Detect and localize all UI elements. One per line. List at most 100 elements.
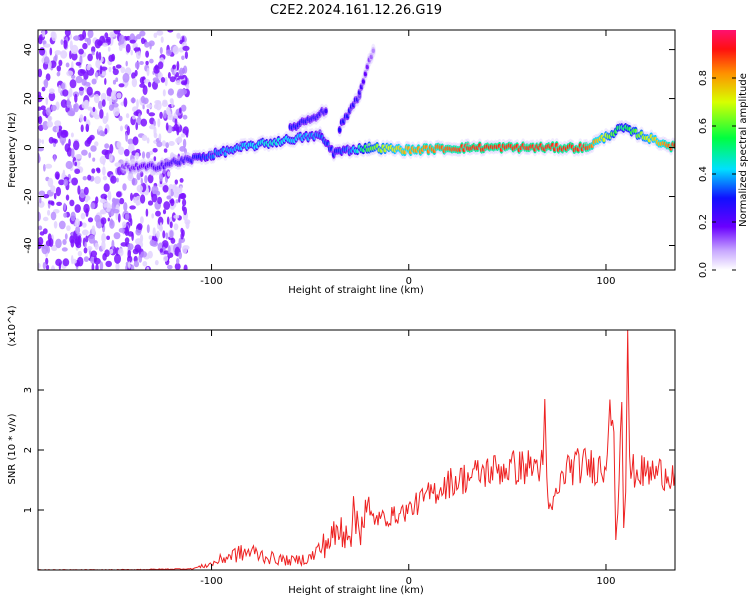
noise-speckle bbox=[48, 91, 56, 102]
noise-speckle bbox=[56, 65, 61, 72]
noise-speckle bbox=[113, 30, 121, 35]
noise-speckle bbox=[54, 171, 60, 180]
noise-speckle bbox=[91, 168, 96, 174]
noise-speckle bbox=[162, 230, 166, 239]
noise-speckle bbox=[60, 39, 64, 45]
noise-speckle bbox=[56, 71, 61, 77]
noise-speckle bbox=[156, 30, 164, 36]
noise-speckle bbox=[124, 149, 130, 157]
noise-speckle bbox=[108, 66, 112, 73]
noise-speckle bbox=[167, 30, 174, 33]
noise-speckle bbox=[118, 83, 125, 88]
noise-speckle bbox=[87, 246, 93, 251]
noise-speckle bbox=[115, 64, 122, 69]
feature-core bbox=[365, 64, 369, 70]
noise-speckle bbox=[159, 222, 163, 231]
noise-speckle bbox=[153, 120, 156, 127]
noise-speckle bbox=[38, 68, 43, 78]
feature-core bbox=[359, 84, 363, 90]
noise-speckle bbox=[157, 118, 161, 128]
noise-speckle bbox=[55, 258, 62, 266]
noise-speckle bbox=[149, 43, 152, 50]
noise-speckle bbox=[175, 80, 182, 86]
noise-speckle bbox=[183, 264, 188, 270]
noise-speckle bbox=[106, 36, 111, 43]
noise-speckle bbox=[116, 177, 119, 183]
noise-speckle bbox=[74, 204, 81, 213]
noise-speckle bbox=[140, 194, 146, 204]
noise-speckle bbox=[113, 232, 121, 240]
noise-speckle bbox=[77, 250, 83, 257]
noise-speckle bbox=[174, 118, 178, 126]
noise-speckle bbox=[174, 262, 181, 270]
noise-speckle bbox=[80, 212, 86, 220]
noise-speckle bbox=[173, 223, 179, 231]
noise-speckle bbox=[47, 177, 54, 188]
noise-speckle bbox=[179, 178, 184, 183]
noise-speckle bbox=[159, 47, 163, 55]
y-tick-label: 20 bbox=[23, 92, 34, 105]
noise-speckle bbox=[74, 161, 78, 167]
feature-core bbox=[223, 151, 227, 157]
noise-speckle bbox=[138, 254, 143, 263]
noise-speckle bbox=[167, 245, 171, 254]
noise-speckle bbox=[88, 152, 92, 159]
noise-speckle bbox=[54, 120, 62, 127]
noise-speckle bbox=[120, 125, 123, 132]
noise-speckle bbox=[153, 132, 158, 139]
x-tick-label: -100 bbox=[200, 276, 223, 287]
noise-speckle bbox=[141, 134, 148, 141]
noise-speckle bbox=[163, 255, 169, 262]
noise-speckle bbox=[147, 174, 154, 184]
noise-speckle bbox=[102, 42, 108, 47]
noise-speckle bbox=[87, 53, 93, 62]
noise-speckle bbox=[154, 64, 159, 71]
noise-speckle bbox=[42, 262, 47, 270]
noise-speckle bbox=[127, 255, 133, 263]
noise-speckle bbox=[109, 143, 114, 154]
noise-speckle bbox=[87, 106, 93, 111]
noise-speckle bbox=[58, 220, 66, 230]
noise-speckle bbox=[48, 88, 55, 94]
noise-speckle bbox=[76, 242, 82, 249]
noise-speckle bbox=[73, 35, 80, 41]
noise-speckle bbox=[130, 264, 135, 270]
noise-speckle bbox=[157, 196, 163, 205]
noise-speckle bbox=[125, 43, 131, 53]
noise-speckle bbox=[84, 99, 90, 108]
noise-speckle bbox=[173, 123, 179, 132]
x-tick-label: 100 bbox=[596, 576, 615, 587]
snr-y-ticks: 1 2 3 bbox=[23, 387, 675, 513]
noise-speckle bbox=[144, 175, 148, 184]
noise-speckle bbox=[146, 104, 153, 109]
noise-speckle bbox=[134, 244, 142, 253]
noise-speckle bbox=[118, 44, 123, 52]
noise-speckle bbox=[47, 115, 53, 122]
noise-speckle bbox=[56, 124, 59, 133]
noise-speckle bbox=[118, 227, 125, 233]
noise-speckle bbox=[184, 51, 188, 60]
feature-core bbox=[361, 79, 365, 84]
noise-speckle bbox=[91, 263, 95, 270]
noise-speckle bbox=[53, 138, 58, 144]
noise-speckle bbox=[109, 98, 113, 107]
noise-speckle bbox=[43, 78, 49, 89]
noise-speckle bbox=[62, 169, 66, 178]
feature-core bbox=[403, 150, 407, 155]
noise-speckle bbox=[70, 132, 74, 138]
noise-speckle bbox=[139, 76, 146, 85]
noise-speckle bbox=[176, 32, 181, 39]
noise-speckle bbox=[117, 248, 124, 257]
noise-speckle bbox=[146, 266, 150, 270]
noise-speckle bbox=[169, 98, 174, 104]
feature-core bbox=[369, 54, 373, 60]
x-tick-label: 100 bbox=[596, 276, 615, 287]
noise-speckle bbox=[130, 218, 133, 226]
noise-speckle bbox=[94, 141, 99, 147]
noise-speckle bbox=[65, 194, 70, 201]
noise-speckle bbox=[77, 185, 81, 195]
noise-speckle bbox=[84, 197, 89, 203]
noise-speckle bbox=[98, 100, 103, 110]
noise-speckle bbox=[101, 233, 106, 243]
noise-speckle bbox=[58, 179, 65, 186]
